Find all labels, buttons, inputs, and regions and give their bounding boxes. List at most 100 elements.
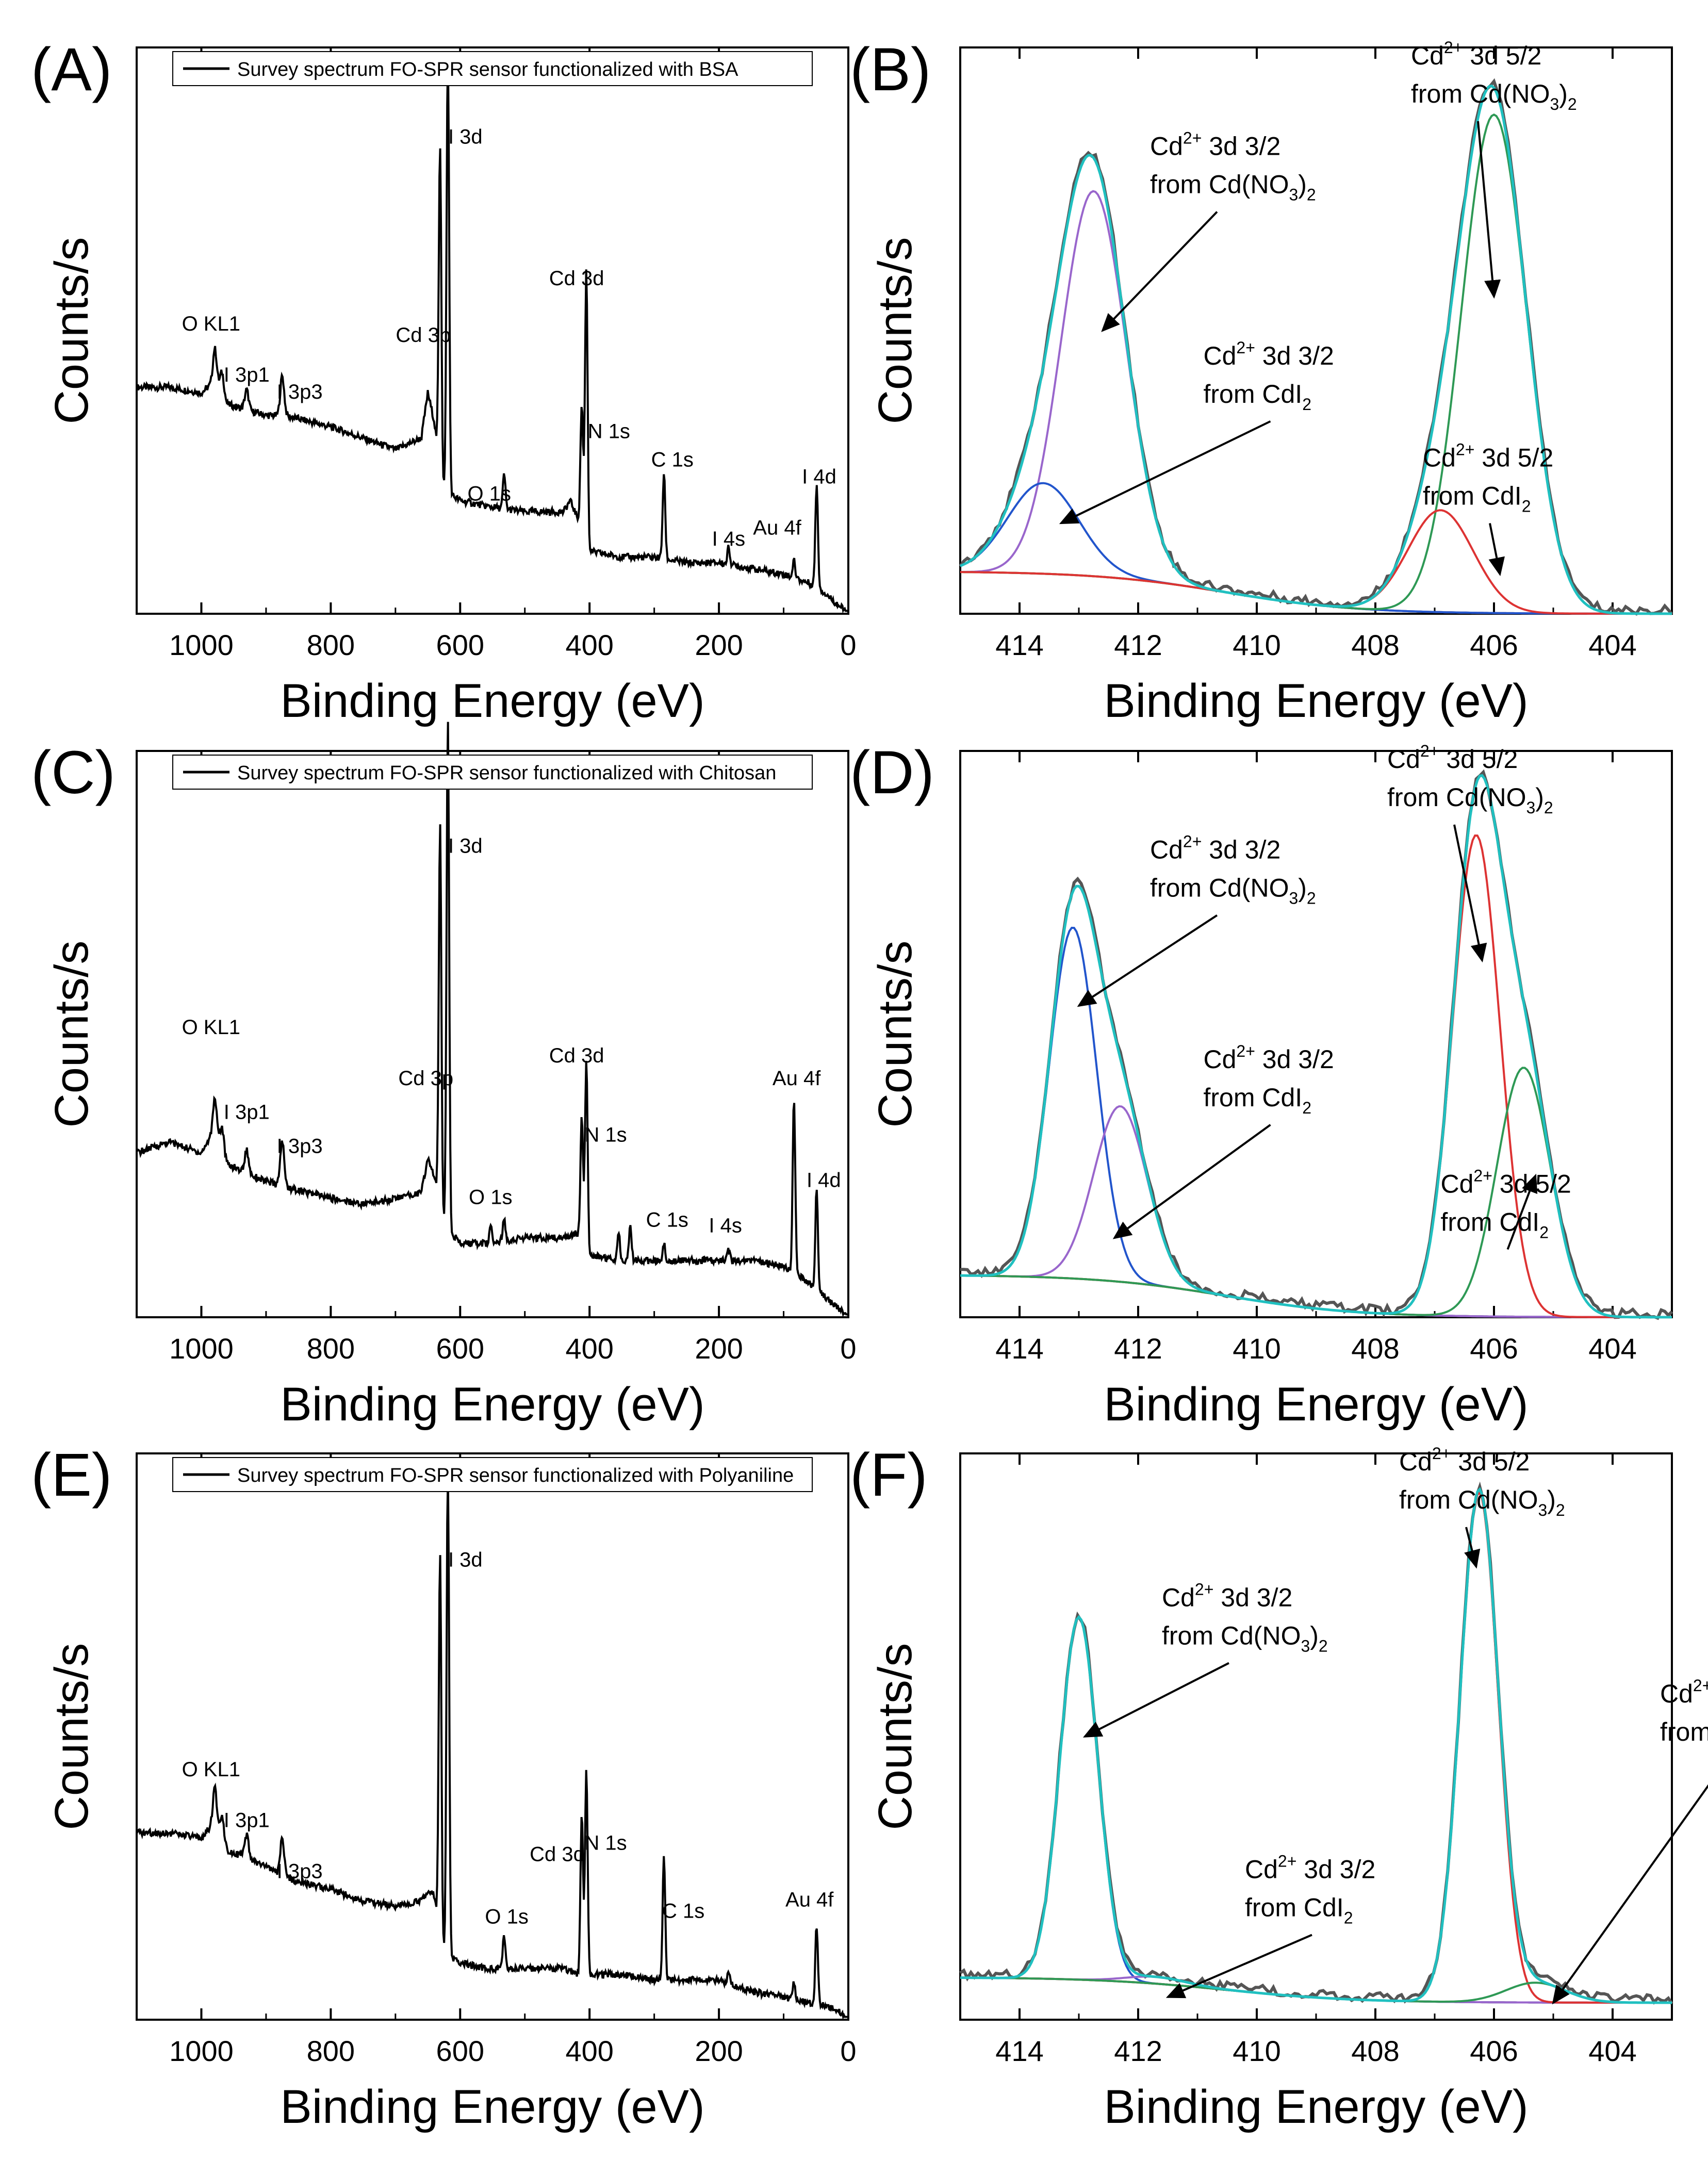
x-tick-label: 200 xyxy=(695,629,743,661)
y-axis-label: Counts/s xyxy=(869,940,922,1127)
axes-frame xyxy=(136,46,849,615)
annotation-arrow xyxy=(1082,1662,1229,1738)
x-tick-label: 404 xyxy=(1588,2035,1636,2067)
component-label-line1: Cd2+ 3d 3/2 xyxy=(1162,1580,1292,1612)
x-tick-label: 404 xyxy=(1588,629,1636,661)
x-tick-label: 200 xyxy=(695,1332,743,1365)
x-tick-label: 414 xyxy=(995,1332,1043,1365)
peak-label: I 3d xyxy=(448,835,483,858)
peak-label: O 1s xyxy=(485,1905,528,1928)
peak-label: I 3p3 xyxy=(277,381,323,403)
x-axis-label: Binding Energy (eV) xyxy=(280,2081,704,2133)
peak-label: N 1s xyxy=(584,1832,627,1855)
x-tick-label: 800 xyxy=(307,1332,355,1365)
x-tick-label: 414 xyxy=(995,629,1043,661)
component-label-line1: Cd2+ 3d 3/2 xyxy=(1204,1042,1334,1074)
peak-label: N 1s xyxy=(588,420,630,443)
legend-box xyxy=(172,1457,813,1492)
x-tick-label: 408 xyxy=(1351,1332,1399,1365)
component-label-line2: from CdI2 xyxy=(1660,1717,1708,1752)
background-line xyxy=(960,571,1672,615)
component-label-line2: from Cd(NO3)2 xyxy=(1387,783,1553,817)
annotation-arrow xyxy=(1059,420,1271,525)
annotation-arrow xyxy=(1477,121,1501,299)
x-tick-label: 410 xyxy=(1233,1332,1280,1365)
peak-label: O KL1 xyxy=(182,1758,240,1781)
peak-label: Au 4f xyxy=(753,516,801,539)
component-label-line1: Cd2+ 3d 5/2 xyxy=(1423,440,1553,472)
x-tick-label: 0 xyxy=(840,2035,856,2067)
peak-label: N 1s xyxy=(584,1124,627,1147)
component-label-line2: from CdI2 xyxy=(1245,1893,1353,1927)
component-label-line1: Cd2+ 3d 5/2 xyxy=(1411,38,1541,70)
x-tick-label: 600 xyxy=(436,1332,484,1365)
panel-label: (F) xyxy=(850,1441,928,1509)
panel-label: (C) xyxy=(31,739,116,807)
annotation-arrow xyxy=(1165,1934,1312,1999)
spectrum-line xyxy=(136,722,848,1318)
component-label-line2: from CdI2 xyxy=(1204,1083,1312,1117)
annotation-arrow xyxy=(1112,1124,1271,1239)
peak-label: Au 4f xyxy=(773,1067,821,1090)
component-line xyxy=(960,1105,1672,1318)
annotation-arrow xyxy=(1453,824,1487,963)
peak-label: I 4d xyxy=(802,465,836,488)
peak-label: O 1s xyxy=(467,482,511,505)
x-tick-label: 1000 xyxy=(169,2035,234,2067)
panel-e: (E) 1000 800 600 400 200 0 Binding Energy (eV) C… xyxy=(31,1441,857,2133)
annotation-arrow xyxy=(1552,1784,1708,2005)
x-tick-label: 408 xyxy=(1351,2035,1399,2067)
component-label-line2: from CdI2 xyxy=(1441,1207,1549,1241)
envelope-line xyxy=(960,774,1672,1319)
x-tick-label: 412 xyxy=(1114,1332,1162,1365)
annotation-arrow xyxy=(1101,211,1218,332)
peak-label: C 1s xyxy=(651,449,694,471)
x-tick-label: 406 xyxy=(1470,629,1518,661)
panel-b: (B) 414 412 410 408 406 404 Binding Energy (eV)… xyxy=(850,36,1673,727)
panel-label: (D) xyxy=(850,739,934,807)
x-tick-label: 400 xyxy=(565,1332,613,1365)
component-label-line2: from Cd(NO3)2 xyxy=(1399,1485,1565,1519)
component-label-line1: Cd2+ 3d 3/2 xyxy=(1204,338,1334,370)
peak-label: I 4s xyxy=(712,528,745,550)
component-label-line1: Cd2+ 3d 5/2 xyxy=(1441,1166,1571,1198)
spectrum-line xyxy=(136,1474,848,2020)
legend-label: Survey spectrum FO-SPR sensor functional… xyxy=(237,762,776,784)
peak-label: O 1s xyxy=(469,1186,512,1208)
panel-label: (A) xyxy=(31,36,112,104)
x-tick-label: 400 xyxy=(565,629,613,661)
component-label-line1: Cd2+ 3d 5/2 xyxy=(1387,742,1518,774)
component-label-line2: from CdI2 xyxy=(1204,380,1312,414)
panel-d: (D) 414 412 410 408 406 404 Binding Energy (eV)… xyxy=(850,739,1673,1431)
x-axis-label: Binding Energy (eV) xyxy=(1104,675,1528,727)
peak-label: Cd 3d xyxy=(530,1843,585,1866)
x-tick-label: 406 xyxy=(1470,1332,1518,1365)
component-line xyxy=(960,926,1672,1318)
y-axis-label: Counts/s xyxy=(45,940,98,1127)
x-axis-label: Binding Energy (eV) xyxy=(280,675,704,727)
y-axis-label: Counts/s xyxy=(45,237,98,424)
component-label-line2: from Cd(NO3)2 xyxy=(1162,1621,1328,1655)
axes-frame xyxy=(959,46,1673,615)
annotation-arrow xyxy=(1506,1173,1538,1250)
peak-label: I 3d xyxy=(448,1549,483,1572)
y-axis-label: Counts/s xyxy=(869,237,922,424)
peak-label: C 1s xyxy=(662,1900,704,1922)
component-label-line1: Cd2+ 3d 3/2 xyxy=(1150,129,1280,161)
peak-label: I 3p1 xyxy=(224,1101,270,1124)
axes-frame xyxy=(959,1452,1673,2021)
component-line xyxy=(960,482,1672,615)
peak-label: Cd 3p xyxy=(398,1067,453,1090)
legend-label: Survey spectrum FO-SPR sensor functional… xyxy=(237,59,738,80)
peak-label: Cd 3d xyxy=(549,267,604,290)
component-line xyxy=(960,1491,1672,2004)
component-label-line2: from Cd(NO3)2 xyxy=(1411,79,1577,113)
component-label-line1: Cd2+ 3d 3/2 xyxy=(1150,832,1280,864)
x-tick-label: 1000 xyxy=(169,1332,234,1365)
x-tick-label: 0 xyxy=(840,1332,856,1365)
panel-a: (A) 1000 800 600 400 200 0 Binding Energy (eV) C… xyxy=(31,36,857,727)
x-tick-label: 400 xyxy=(565,2035,613,2067)
x-tick-label: 412 xyxy=(1114,629,1162,661)
axes-frame xyxy=(136,1452,849,2021)
